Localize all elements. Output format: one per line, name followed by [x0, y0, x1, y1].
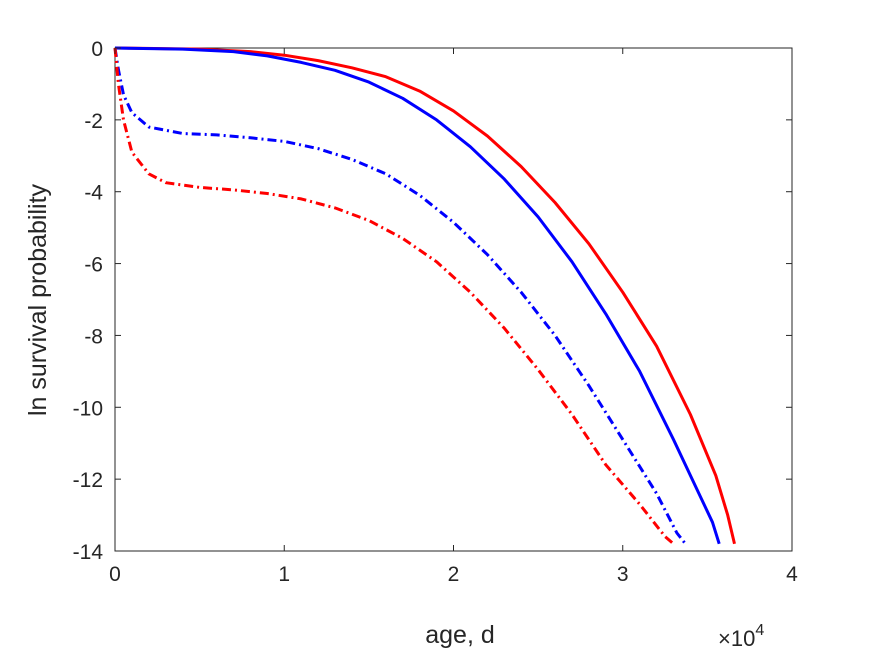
x-exponent-base: ×10: [718, 626, 755, 651]
series-line-3: [113, 47, 687, 545]
x-axis-label: age, d: [425, 621, 495, 649]
series-line-2: [114, 46, 721, 545]
y-tick-label: -4: [84, 182, 103, 205]
series-line-4: [113, 47, 675, 545]
y-ticks: 0 -2 -4 -6 -8 -10 -12 -14: [73, 38, 792, 564]
x-ticks: 0 1 2 3 4: [109, 48, 798, 586]
x-exponent-power: 4: [755, 622, 764, 639]
x-tick-label: 0: [109, 563, 121, 586]
x-tick-label: 4: [786, 563, 798, 586]
y-axis-label: ln survival probability: [24, 183, 52, 416]
y-tick-label: -14: [73, 541, 104, 564]
y-tick-label: 0: [91, 38, 103, 61]
x-exponent-label: ×104: [718, 622, 764, 651]
series-layer: [113, 46, 736, 545]
y-tick-label: -8: [84, 325, 103, 348]
x-tick-label: 1: [278, 563, 290, 586]
y-tick-label: -2: [84, 110, 103, 133]
x-tick-label: 2: [448, 563, 460, 586]
series-line-1: [114, 46, 736, 545]
y-tick-label: -12: [73, 469, 103, 492]
y-tick-label: -10: [73, 397, 103, 420]
x-tick-label: 3: [617, 563, 629, 586]
y-tick-label: -6: [84, 254, 103, 277]
